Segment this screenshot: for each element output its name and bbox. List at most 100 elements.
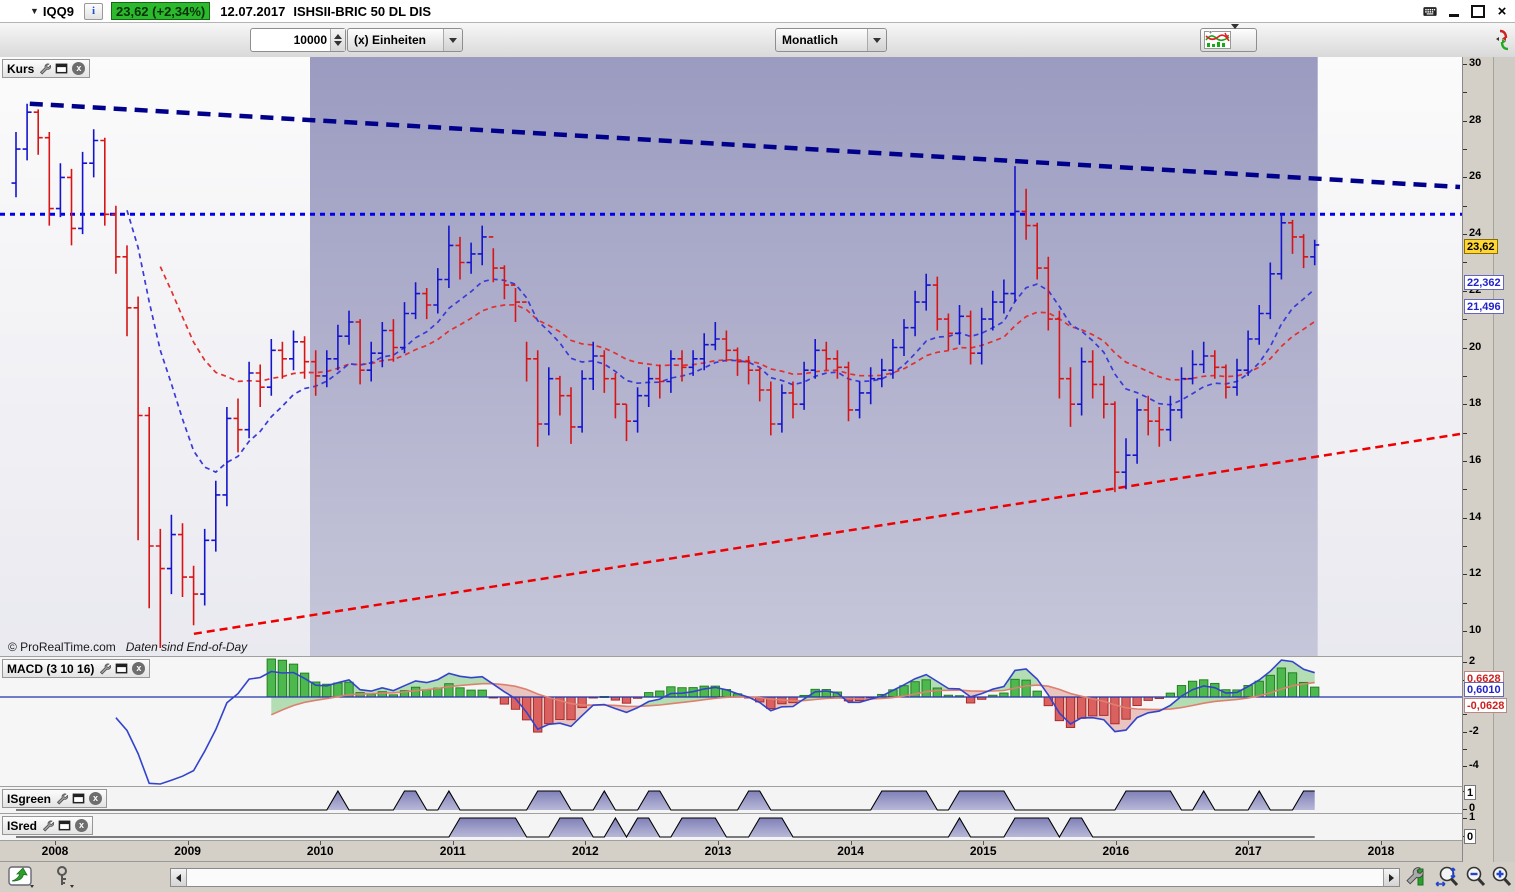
- buy-sell-arrows-icon[interactable]: [1494, 27, 1514, 53]
- year-label: 2008: [41, 844, 69, 858]
- instrument-name: ISHSII-BRIC 50 DL DIS: [293, 3, 432, 19]
- year-tick-mark: [1248, 841, 1250, 845]
- axis-tick-label: 10: [1469, 624, 1482, 636]
- wrench-icon[interactable]: [55, 792, 69, 805]
- chart-toolbar: 10000 (x) Einheiten Monatlich: [0, 23, 1515, 58]
- axis-tick-mark: [1463, 432, 1467, 434]
- wrench-icon[interactable]: [38, 62, 52, 75]
- axis-tick-mark: [1463, 319, 1467, 321]
- close-indicator-icon[interactable]: x: [75, 819, 89, 832]
- price-axis[interactable]: 23,62 22,362 21,496 0,6628 0,6010 -0,062…: [1462, 57, 1508, 862]
- quote-date: 12.07.2017: [220, 3, 286, 19]
- spinner-down-icon[interactable]: [334, 41, 342, 46]
- year-tick-mark: [718, 841, 719, 845]
- ma-fast-axis-badge: 22,362: [1464, 275, 1504, 290]
- axis-tick-mark: [1463, 748, 1467, 750]
- share-export-icon[interactable]: [8, 865, 36, 889]
- isred-panel-title: ISred: [7, 818, 38, 833]
- scroll-left-icon[interactable]: [171, 869, 187, 886]
- watermark: © ProRealTime.com Daten sind End-of-Day: [8, 640, 247, 654]
- detach-window-icon[interactable]: [72, 792, 85, 805]
- zoom-out-icon[interactable]: [1464, 865, 1488, 889]
- close-indicator-icon[interactable]: x: [89, 792, 103, 805]
- axis-tick-mark: [1463, 120, 1467, 122]
- trading-mode-icon[interactable]: [52, 865, 78, 889]
- units-spinner-arrows[interactable]: [330, 29, 345, 51]
- axis-tick-mark: [1463, 517, 1467, 519]
- zoom-in-icon[interactable]: [1490, 865, 1514, 889]
- info-icon[interactable]: i: [84, 2, 103, 20]
- units-type-dropdown[interactable]: (x) Einheiten: [347, 28, 463, 52]
- chevron-down-icon[interactable]: [1231, 24, 1239, 51]
- axis-tick-label: 24: [1469, 227, 1482, 240]
- detach-window-icon[interactable]: [58, 819, 71, 832]
- isgreen-axis-badge: 1: [1464, 785, 1477, 800]
- chevron-down-icon[interactable]: [443, 29, 462, 51]
- axis-tick-label: 26: [1469, 170, 1482, 183]
- year-label: 2015: [969, 844, 997, 858]
- close-button[interactable]: ×: [1497, 2, 1507, 20]
- chart-settings-icon[interactable]: [1404, 865, 1428, 889]
- close-indicator-icon[interactable]: x: [132, 662, 146, 675]
- maximize-button[interactable]: [1471, 4, 1485, 18]
- isred-chart-canvas[interactable]: [0, 814, 1462, 841]
- axis-tick-mark: [1463, 602, 1467, 604]
- units-type-value: (x) Einheiten: [354, 33, 427, 47]
- timeframe-value: Monatlich: [782, 33, 838, 47]
- detach-window-icon[interactable]: [55, 62, 68, 75]
- year-tick-mark: [452, 841, 454, 845]
- axis-tick-mark: [1463, 177, 1467, 179]
- spinner-up-icon[interactable]: [334, 34, 342, 39]
- detach-window-icon[interactable]: [115, 662, 128, 675]
- price-panel-title: Kurs: [7, 61, 35, 76]
- axis-tick-mark: [1463, 662, 1467, 664]
- right-side-strip: [1493, 57, 1515, 862]
- axis-tick-label: 20: [1469, 340, 1482, 353]
- timeframe-dropdown[interactable]: Monatlich: [775, 28, 887, 52]
- keyboard-icon[interactable]: [1423, 4, 1437, 18]
- axis-tick-label: 12: [1469, 567, 1482, 580]
- axis-tick-mark: [1463, 766, 1467, 768]
- year-label: 2017: [1235, 844, 1262, 858]
- axis-tick-mark: [1463, 234, 1467, 236]
- year-tick-mark: [983, 841, 985, 845]
- year-label: 2014: [837, 844, 864, 858]
- year-label: 2016: [1102, 844, 1130, 858]
- wrench-icon[interactable]: [98, 662, 112, 675]
- axis-tick-label: 16: [1469, 453, 1482, 466]
- year-label: 2012: [572, 844, 599, 858]
- horizontal-scrollbar[interactable]: [170, 868, 1400, 887]
- axis-tick-label: 28: [1469, 113, 1482, 126]
- axis-tick-label: 14: [1469, 510, 1482, 523]
- axis-tick-mark: [1463, 262, 1467, 264]
- year-label: 2011: [439, 844, 466, 858]
- year-label: 2010: [306, 844, 334, 858]
- axis-tick-label: 0: [1469, 802, 1476, 814]
- chart-style-button[interactable]: [1200, 24, 1257, 52]
- macd-chart-canvas[interactable]: [0, 657, 1462, 787]
- last-price-axis-badge: 23,62: [1464, 239, 1498, 254]
- last-price-badge: 23,62 (+2,34%): [111, 2, 211, 20]
- wrench-icon[interactable]: [41, 819, 55, 832]
- chevron-down-icon[interactable]: [867, 29, 886, 51]
- axis-tick-label: 30: [1469, 57, 1482, 69]
- isgreen-chart-canvas[interactable]: [0, 787, 1462, 814]
- eod-note: Daten sind End-of-Day: [125, 640, 248, 654]
- isred-panel-tab: ISred x: [2, 816, 94, 835]
- time-axis[interactable]: 2008 2009 2010 2011 2012 2013 2014 2015 2016 2017…: [0, 841, 1462, 862]
- year-tick-mark: [187, 841, 189, 845]
- symbol-dropdown-arrow-icon[interactable]: ▼: [30, 6, 39, 16]
- axis-tick-mark: [1463, 489, 1467, 491]
- scroll-right-icon[interactable]: [1383, 869, 1399, 886]
- macd-line-axis-badge: 0,6010: [1464, 682, 1504, 697]
- close-indicator-icon[interactable]: x: [72, 62, 86, 75]
- axis-tick-mark: [1463, 818, 1467, 819]
- units-value[interactable]: 10000: [293, 33, 327, 47]
- price-chart-canvas[interactable]: [0, 57, 1462, 657]
- minimize-button[interactable]: [1447, 4, 1461, 18]
- isgreen-panel-title: ISgreen: [7, 791, 52, 806]
- zoom-fit-icon[interactable]: [1434, 865, 1460, 889]
- units-stepper[interactable]: 10000: [250, 28, 346, 52]
- axis-tick-mark: [1463, 92, 1467, 94]
- price-panel-tab: Kurs x: [2, 59, 91, 78]
